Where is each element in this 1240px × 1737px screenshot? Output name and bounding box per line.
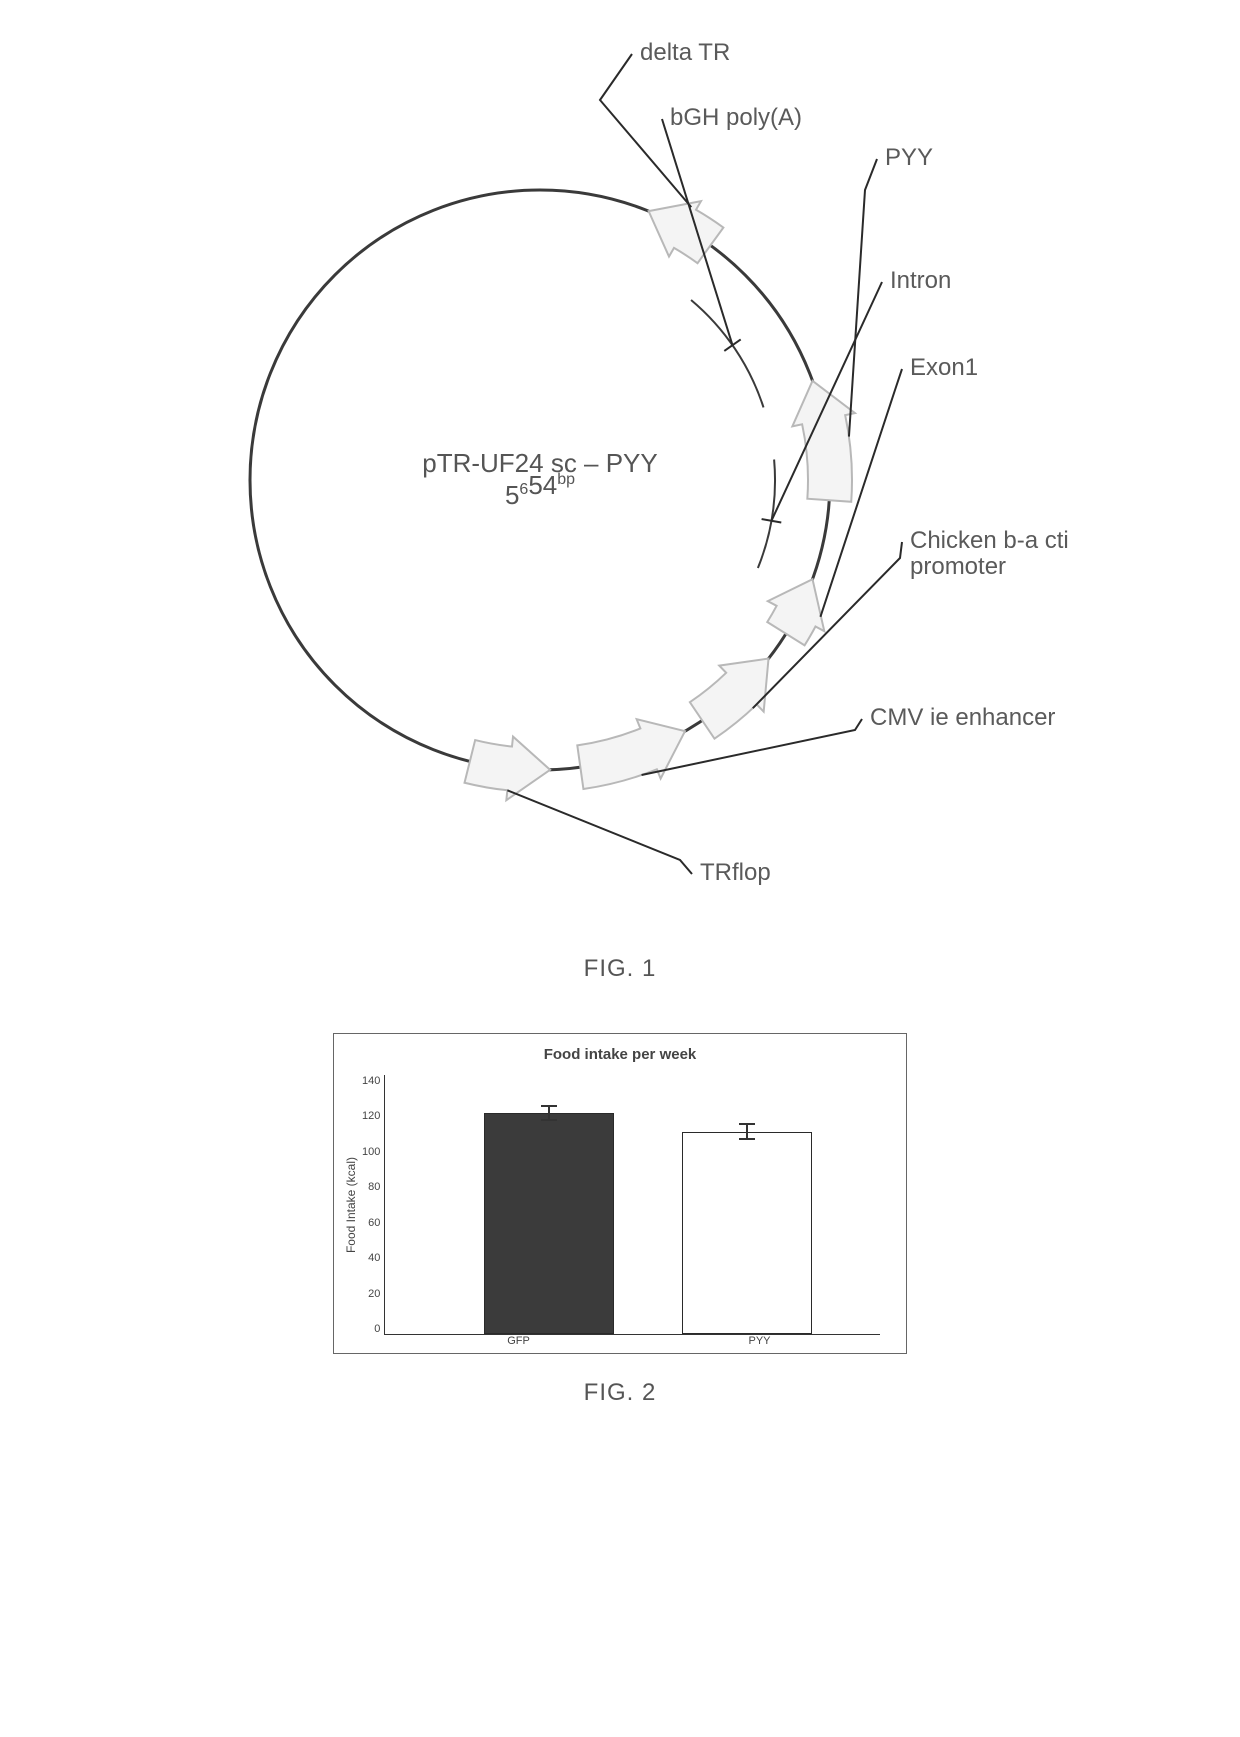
- label-cba-prom: promoter: [910, 553, 1006, 580]
- label-intron: Intron: [890, 267, 951, 294]
- ytick: 140: [362, 1075, 380, 1087]
- bar-gfp: [484, 1113, 614, 1334]
- label-cba-prom: Chicken b-a ctin: [910, 527, 1070, 554]
- fig2-caption: FIG. 2: [30, 1379, 1210, 1407]
- chart-title: Food intake per week: [340, 1046, 900, 1063]
- label-exon1: Exon1: [910, 354, 978, 381]
- feature-arrow-exon1: [767, 579, 824, 645]
- errorcap: [739, 1123, 755, 1125]
- figure-1: delta TR bGH poly(A) PYY Intron Exon1 Chicken…: [30, 30, 1210, 983]
- ytick: 20: [368, 1288, 380, 1300]
- errorbar: [746, 1124, 748, 1139]
- ytick: 60: [368, 1217, 380, 1229]
- ytick: 120: [362, 1110, 380, 1122]
- ytick: 40: [368, 1252, 380, 1264]
- label-trflop: TRflop: [700, 859, 771, 886]
- label-bgh-polya: bGH poly(A): [670, 104, 802, 131]
- category-label: PYY: [639, 1335, 880, 1347]
- feature-arrow-cba-prom: [690, 659, 769, 739]
- label-delta-tr: delta TR: [640, 39, 730, 66]
- chart-yaxis: 140 120 100 80 60 40 20 0: [362, 1075, 384, 1335]
- feature-arrow-pyy: [792, 381, 855, 502]
- ytick: 0: [374, 1323, 380, 1335]
- bar-pyy: [682, 1132, 812, 1334]
- feature-arrow-delta-tr: [649, 201, 724, 263]
- category-label: GFP: [398, 1335, 639, 1347]
- errorcap: [541, 1119, 557, 1121]
- leader-trflop: [507, 790, 692, 874]
- errorbar: [548, 1106, 550, 1121]
- figure-2: Food intake per week Food Intake (kcal) …: [30, 1033, 1210, 1407]
- chart-xaxis: GFPPYY: [398, 1335, 880, 1347]
- bar-chart: Food intake per week Food Intake (kcal) …: [333, 1033, 907, 1354]
- label-cmv-enh: CMV ie enhancer: [870, 704, 1055, 731]
- chart-ylabel: Food Intake (kcal): [340, 1157, 362, 1253]
- plasmid-map: delta TR bGH poly(A) PYY Intron Exon1 Chicken…: [170, 30, 1070, 930]
- chart-plot: [384, 1075, 880, 1335]
- errorcap: [739, 1138, 755, 1140]
- leader-pyy: [849, 159, 877, 437]
- errorcap: [541, 1105, 557, 1107]
- ytick: 100: [362, 1146, 380, 1158]
- fig1-caption: FIG. 1: [30, 955, 1210, 983]
- label-pyy: PYY: [885, 144, 933, 171]
- feature-arrow-cmv-enh: [577, 719, 685, 789]
- ytick: 80: [368, 1181, 380, 1193]
